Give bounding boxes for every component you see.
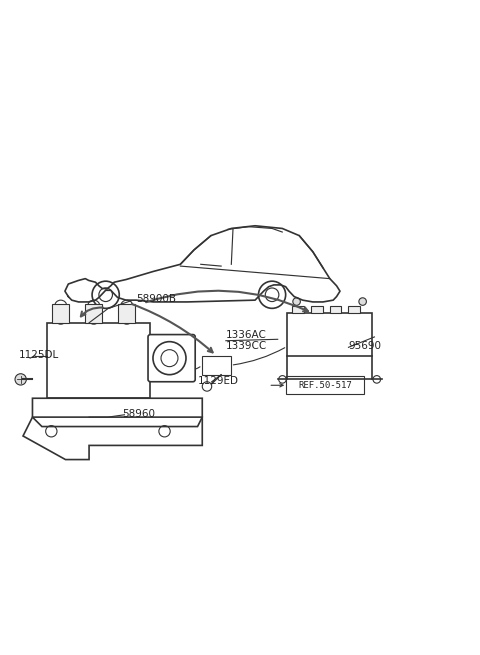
FancyBboxPatch shape bbox=[202, 356, 230, 375]
Circle shape bbox=[15, 374, 26, 385]
Text: 58900B: 58900B bbox=[136, 293, 176, 303]
FancyBboxPatch shape bbox=[287, 313, 372, 356]
Circle shape bbox=[293, 298, 300, 305]
FancyBboxPatch shape bbox=[148, 335, 195, 382]
Text: 95690: 95690 bbox=[348, 341, 382, 350]
FancyBboxPatch shape bbox=[292, 307, 304, 313]
Text: 1125DL: 1125DL bbox=[18, 350, 59, 360]
FancyBboxPatch shape bbox=[47, 323, 150, 398]
FancyBboxPatch shape bbox=[330, 307, 341, 313]
Circle shape bbox=[359, 298, 366, 305]
FancyBboxPatch shape bbox=[286, 376, 363, 394]
FancyBboxPatch shape bbox=[85, 304, 102, 323]
FancyBboxPatch shape bbox=[311, 307, 323, 313]
Text: 1129ED: 1129ED bbox=[198, 376, 239, 386]
FancyBboxPatch shape bbox=[118, 304, 135, 323]
Text: REF.50-517: REF.50-517 bbox=[298, 381, 352, 390]
FancyBboxPatch shape bbox=[52, 304, 69, 323]
Text: 1339CC: 1339CC bbox=[226, 341, 267, 350]
Text: 1336AC: 1336AC bbox=[226, 330, 267, 340]
FancyBboxPatch shape bbox=[348, 307, 360, 313]
Text: 58960: 58960 bbox=[122, 409, 155, 419]
